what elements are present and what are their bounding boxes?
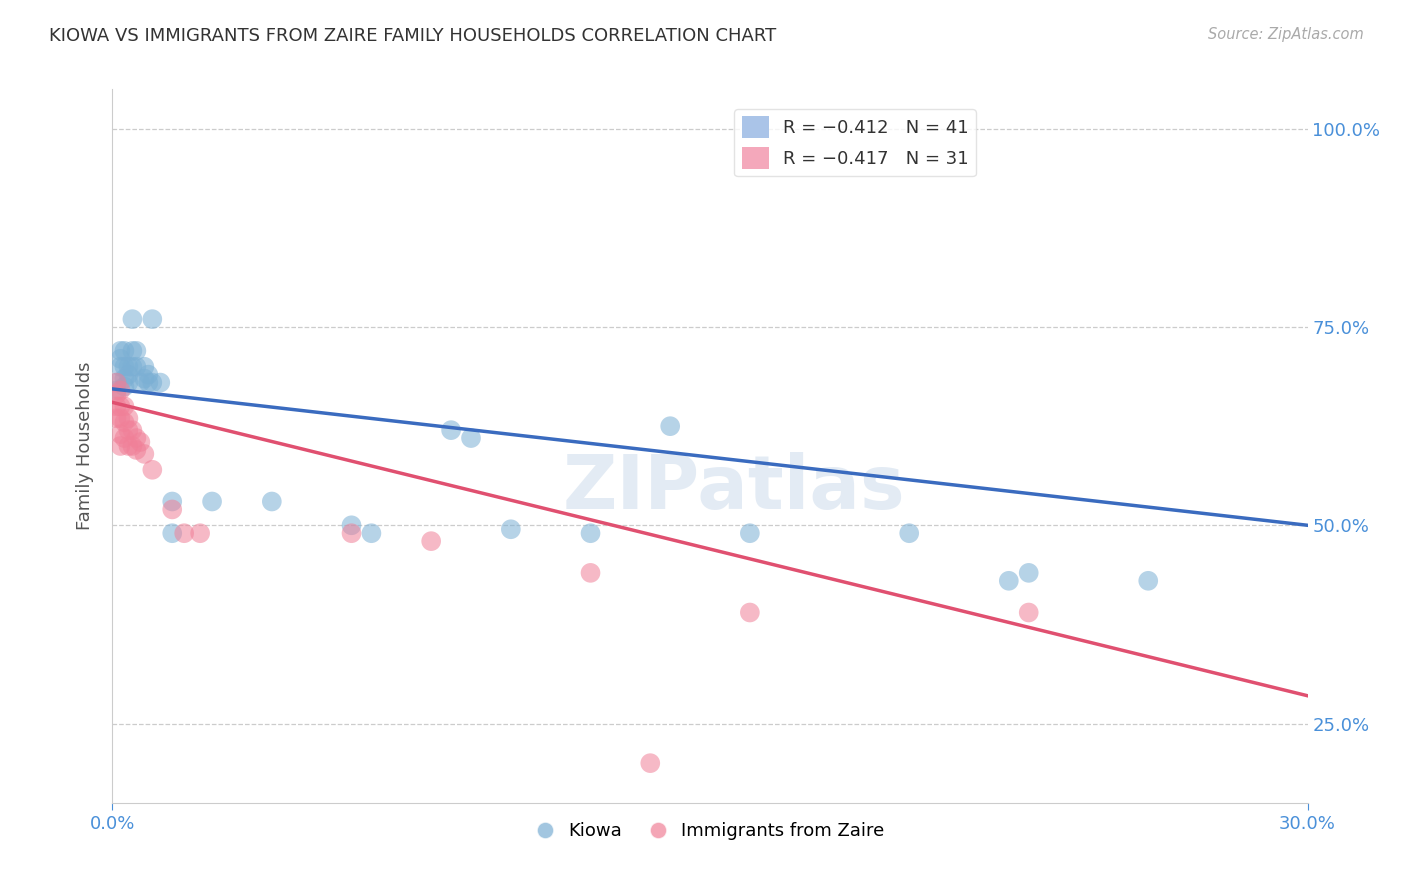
Point [114,400,135,414]
Point [125,442,148,457]
Point [1018,566,1040,580]
Point [149,376,172,390]
Point [110,427,132,442]
Point [114,371,135,385]
Point [134,447,156,461]
Point [420,534,443,549]
Point [110,384,132,398]
Point [121,423,143,437]
Point [579,566,602,580]
Point [110,351,132,366]
Point [117,423,139,437]
Point [260,494,283,508]
Point [117,359,139,374]
Point [105,400,128,414]
Point [162,502,183,516]
Point [114,359,135,374]
Point [640,756,662,771]
Point [110,439,132,453]
Point [105,411,128,425]
Point [105,376,128,390]
Point [162,526,183,541]
Point [1018,606,1040,620]
Point [121,439,143,453]
Point [114,431,135,445]
Point [105,376,128,390]
Point [121,312,143,326]
Point [114,415,135,429]
Point [114,379,135,393]
Point [659,419,682,434]
Text: Source: ZipAtlas.com: Source: ZipAtlas.com [1208,27,1364,42]
Text: ZIPatlas: ZIPatlas [562,452,905,525]
Text: KIOWA VS IMMIGRANTS FROM ZAIRE FAMILY HOUSEHOLDS CORRELATION CHART: KIOWA VS IMMIGRANTS FROM ZAIRE FAMILY HO… [49,27,776,45]
Point [201,494,224,508]
Point [898,526,921,541]
Point [138,376,160,390]
Point [440,423,463,437]
Point [134,359,156,374]
Point [162,494,183,508]
Point [121,343,143,358]
Point [340,518,363,533]
Point [134,371,156,385]
Point [340,526,363,541]
Legend: Kiowa, Immigrants from Zaire: Kiowa, Immigrants from Zaire [529,815,891,847]
Point [141,312,163,326]
Point [460,431,482,445]
Point [110,411,132,425]
Point [125,431,148,445]
Point [738,526,761,541]
Point [1137,574,1160,588]
Point [125,359,148,374]
Point [188,526,211,541]
Point [579,526,602,541]
Point [129,376,152,390]
Point [138,368,160,382]
Y-axis label: Family Households: Family Households [76,362,94,530]
Point [117,411,139,425]
Point [499,522,522,536]
Point [110,359,132,374]
Point [141,376,163,390]
Point [110,400,132,414]
Point [110,343,132,358]
Point [125,343,148,358]
Point [121,359,143,374]
Point [105,384,128,398]
Point [114,343,135,358]
Point [117,376,139,390]
Point [173,526,195,541]
Point [129,435,152,450]
Point [998,574,1021,588]
Point [141,463,163,477]
Point [117,439,139,453]
Point [117,368,139,382]
Point [360,526,382,541]
Point [105,387,128,401]
Point [738,606,761,620]
